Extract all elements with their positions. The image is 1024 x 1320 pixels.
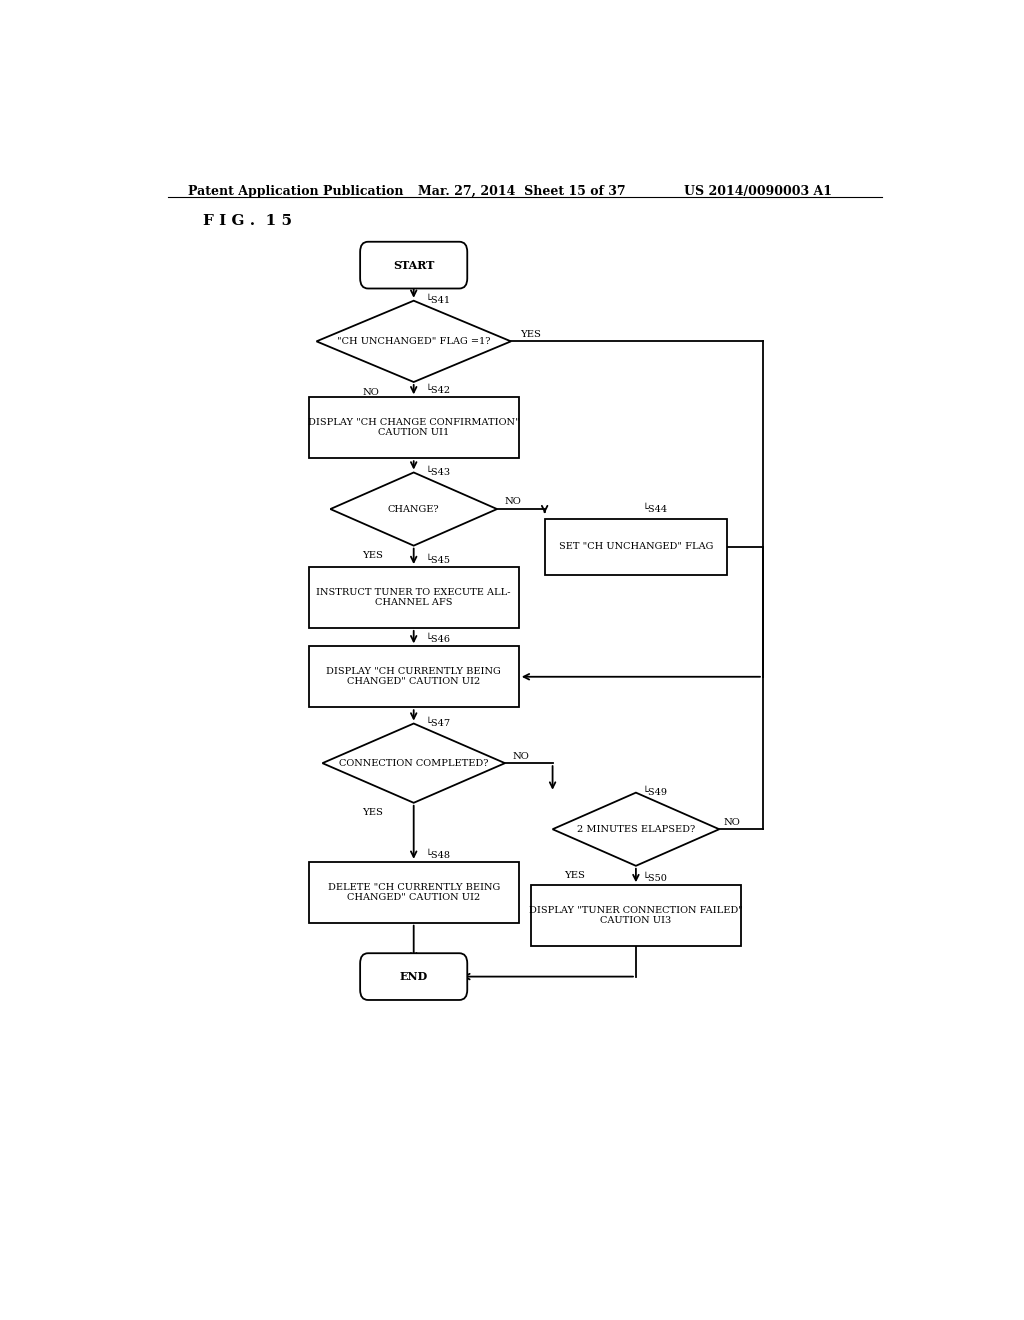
Bar (308, 568, 519, 628)
Text: YES: YES (362, 552, 383, 560)
Text: DISPLAY "CH CURRENTLY BEING
CHANGED" CAUTION UI2: DISPLAY "CH CURRENTLY BEING CHANGED" CAU… (327, 667, 501, 686)
Text: SET "CH UNCHANGED" FLAG: SET "CH UNCHANGED" FLAG (559, 543, 713, 552)
Text: Mar. 27, 2014  Sheet 15 of 37: Mar. 27, 2014 Sheet 15 of 37 (418, 185, 626, 198)
Text: START: START (393, 260, 434, 271)
Text: NO: NO (362, 388, 379, 397)
Text: └S48: └S48 (426, 850, 451, 859)
Text: YES: YES (520, 330, 542, 339)
Bar (308, 397, 519, 458)
Polygon shape (553, 792, 719, 866)
Text: Patent Application Publication: Patent Application Publication (187, 185, 403, 198)
Polygon shape (331, 473, 497, 545)
Text: └S50: └S50 (642, 874, 667, 883)
Text: └S44: └S44 (642, 504, 668, 515)
Bar (545, 519, 727, 574)
Text: DISPLAY "TUNER CONNECTION FAILED"
CAUTION UI3: DISPLAY "TUNER CONNECTION FAILED" CAUTIO… (529, 906, 742, 925)
Text: "CH UNCHANGED" FLAG =1?: "CH UNCHANGED" FLAG =1? (337, 337, 490, 346)
Bar (308, 862, 519, 923)
Text: 2 MINUTES ELAPSED?: 2 MINUTES ELAPSED? (577, 825, 695, 834)
Text: └S45: └S45 (426, 556, 451, 565)
Text: └S47: └S47 (426, 718, 451, 727)
Text: └S41: └S41 (426, 296, 451, 305)
Text: └S49: └S49 (642, 787, 668, 797)
Text: YES: YES (564, 871, 586, 880)
Text: NO: NO (723, 817, 740, 826)
FancyBboxPatch shape (360, 242, 467, 289)
Text: CONNECTION COMPLETED?: CONNECTION COMPLETED? (339, 759, 488, 768)
Text: └S46: └S46 (426, 635, 451, 644)
Text: DISPLAY "CH CHANGE CONFIRMATION"
CAUTION UI1: DISPLAY "CH CHANGE CONFIRMATION" CAUTION… (308, 418, 519, 437)
Text: END: END (399, 972, 428, 982)
Text: F I G .  1 5: F I G . 1 5 (204, 214, 293, 228)
Text: US 2014/0090003 A1: US 2014/0090003 A1 (684, 185, 831, 198)
Text: └S42: └S42 (426, 385, 451, 395)
Text: NO: NO (513, 751, 529, 760)
Text: └S43: └S43 (426, 467, 451, 477)
Polygon shape (316, 301, 511, 381)
Polygon shape (323, 723, 505, 803)
Text: NO: NO (505, 498, 522, 507)
Bar (308, 647, 519, 708)
Text: DELETE "CH CURRENTLY BEING
CHANGED" CAUTION UI2: DELETE "CH CURRENTLY BEING CHANGED" CAUT… (328, 883, 500, 902)
Text: YES: YES (362, 808, 383, 817)
Bar (530, 886, 741, 946)
FancyBboxPatch shape (360, 953, 467, 1001)
Text: INSTRUCT TUNER TO EXECUTE ALL-
CHANNEL AFS: INSTRUCT TUNER TO EXECUTE ALL- CHANNEL A… (316, 587, 511, 607)
Text: CHANGE?: CHANGE? (388, 504, 439, 513)
